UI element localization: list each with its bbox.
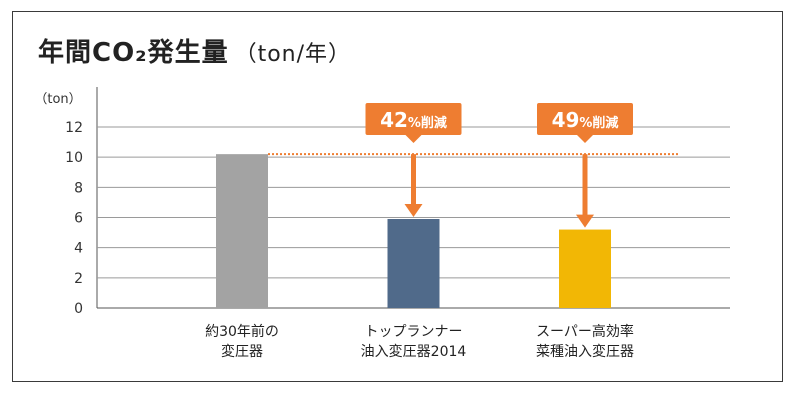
- x-tick-label: 油入変圧器2014: [361, 343, 467, 360]
- x-tick-label: スーパー高効率: [536, 323, 634, 340]
- y-tick-label: 12: [65, 120, 83, 136]
- y-tick-label: 10: [65, 150, 83, 166]
- chart-title-unit: （ton/年）: [234, 42, 352, 67]
- arrow-head: [404, 204, 423, 218]
- y-tick-labels: 0 2 4 6 8 10 12: [65, 120, 83, 317]
- reduction-label: 49%削減: [552, 108, 619, 132]
- y-tick-label: 4: [74, 241, 83, 257]
- x-tick-label: 約30年前の: [205, 323, 279, 340]
- y-tick-label: 0: [74, 301, 83, 317]
- badge-pointer: [405, 135, 422, 143]
- arrow-head: [576, 214, 594, 228]
- y-tick-label: 8: [74, 180, 83, 196]
- x-tick-label: 変圧器: [221, 343, 263, 360]
- x-tick-label: 菜種油入変圧器: [536, 343, 634, 360]
- bar: [216, 154, 268, 308]
- reduction-badge: [537, 103, 633, 135]
- arrow-shaft: [411, 154, 416, 206]
- bar: [387, 219, 440, 308]
- badge-pointer: [577, 135, 593, 143]
- chart-frame: [12, 11, 783, 382]
- y-tick-label: 6: [74, 211, 83, 227]
- bars: [216, 154, 611, 308]
- arrow-shaft: [582, 154, 588, 216]
- reduction-label: 42%削減: [380, 108, 447, 132]
- x-tick-label: トップランナー: [365, 324, 463, 340]
- reduction-badge: [365, 103, 462, 135]
- annotations: 42%削減 49%削減: [268, 103, 678, 228]
- chart-title: 年間CO₂発生量 （ton/年）: [38, 32, 351, 69]
- chart-title-main: 年間CO₂発生量: [38, 38, 229, 68]
- y-tick-label: 2: [74, 271, 83, 287]
- y-axis-label: （ton）: [34, 92, 81, 107]
- bar: [559, 229, 611, 308]
